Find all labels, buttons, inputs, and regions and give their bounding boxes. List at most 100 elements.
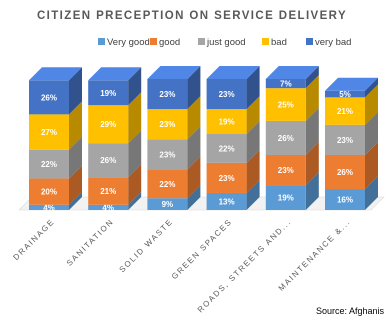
bar-roads-streets-and-good: [265, 154, 306, 186]
data-label-maintenance-good: 26%: [337, 168, 353, 177]
bar-side-roads-streets-and-very-bad: [305, 66, 319, 89]
legend-label-just-good: just good: [206, 37, 246, 48]
bar-stack-roads-streets-and: 19% 23% 26% 25% 7%: [265, 66, 319, 210]
data-label-sanitation-bad: 29%: [100, 120, 116, 129]
legend-swatch-very-bad: [306, 38, 313, 45]
bar-sanitation-very-bad: [88, 80, 129, 106]
bar-side-maintenance-bad: [365, 84, 378, 125]
bar-side-solid-waste-good: [187, 156, 201, 199]
bar-side-roads-streets-and-just-good: [305, 107, 319, 155]
bar-side-sanitation-very-bad: [128, 67, 142, 106]
bar-drainage-just-good: [29, 149, 69, 179]
category-label-roads-streets-and: ROADS, STREETS AND...: [196, 217, 293, 314]
bar-sanitation-good: [88, 177, 129, 205]
bar-sanitation-bad: [88, 105, 129, 144]
bar-maintenance-very-bad: [325, 90, 365, 98]
bar-sanitation-just-good: [88, 143, 129, 178]
category-label-green-spaces: GREEN SPACES: [170, 217, 234, 281]
bar-top-sanitation: [88, 67, 142, 81]
bar-top-green-spaces: [206, 66, 260, 79]
bar-sanitation-very-good: [88, 204, 129, 210]
bar-side-solid-waste-very-bad: [187, 66, 201, 110]
bar-side-drainage-very-bad: [69, 67, 82, 115]
data-label-sanitation-good: 21%: [100, 187, 116, 196]
data-label-solid-waste-very-good: 9%: [162, 200, 174, 209]
data-label-sanitation-very-bad: 19%: [100, 89, 116, 98]
bar-side-green-spaces-very-bad: [246, 66, 260, 110]
data-label-green-spaces-good: 23%: [219, 174, 235, 183]
data-label-maintenance-just-good: 23%: [337, 136, 353, 145]
legend-swatch-just-good: [198, 38, 205, 45]
data-label-roads-streets-and-very-good: 19%: [278, 194, 294, 203]
bar-side-roads-streets-and-good: [305, 141, 319, 186]
bar-green-spaces-very-good: [206, 192, 247, 210]
data-label-drainage-good: 20%: [41, 188, 57, 197]
bar-side-roads-streets-and-bad: [305, 75, 319, 121]
bar-top-solid-waste: [147, 66, 201, 79]
bar-stack-green-spaces: 13% 23% 22% 19% 23%: [206, 66, 260, 210]
bar-green-spaces-very-bad: [206, 79, 247, 110]
bar-side-maintenance-just-good: [365, 111, 378, 155]
data-label-solid-waste-bad: 23%: [159, 120, 175, 129]
bar-drainage-good: [29, 178, 69, 205]
data-label-drainage-bad: 27%: [41, 128, 57, 137]
bar-green-spaces-just-good: [206, 134, 247, 163]
bar-drainage-bad: [29, 114, 69, 150]
bars: 4% 20% 22% 27% 26% 4% 21% 26% 29% 19% 9% 22% 23% 23% 2…: [29, 66, 378, 212]
bar-roads-streets-and-very-bad: [265, 79, 306, 89]
bar-side-roads-streets-and-very-good: [305, 172, 319, 210]
bar-stack-drainage: 4% 20% 22% 27% 26%: [29, 67, 82, 212]
bar-side-maintenance-very-bad: [365, 77, 378, 98]
bar-side-green-spaces-bad: [246, 96, 260, 135]
bar-solid-waste-very-good: [147, 198, 188, 210]
bar-side-maintenance-very-good: [365, 176, 378, 210]
bar-side-drainage-good: [69, 165, 82, 205]
legend-label-bad: bad: [271, 37, 287, 48]
bar-side-drainage-bad: [69, 101, 82, 150]
bar-side-solid-waste-bad: [187, 96, 201, 140]
legend-swatch-good: [150, 38, 157, 45]
bar-side-drainage-very-good: [69, 191, 82, 210]
data-label-drainage-just-good: 22%: [41, 160, 57, 169]
chart-title: CITIZEN PRECEPTION ON SERVICE DELIVERY: [37, 10, 347, 22]
data-label-roads-streets-and-good: 23%: [278, 166, 294, 175]
data-label-maintenance-very-good: 16%: [337, 196, 353, 205]
data-label-sanitation-very-good: 4%: [102, 203, 114, 212]
bar-maintenance-just-good: [325, 124, 365, 155]
data-label-maintenance-bad: 21%: [337, 107, 353, 116]
bar-solid-waste-just-good: [147, 139, 188, 170]
legend-swatch-bad: [262, 38, 269, 45]
bar-side-green-spaces-very-good: [246, 179, 260, 210]
bar-green-spaces-good: [206, 162, 247, 193]
data-label-drainage-very-bad: 26%: [41, 93, 57, 102]
bar-side-sanitation-good: [128, 164, 142, 205]
data-label-sanitation-just-good: 26%: [100, 156, 116, 165]
bar-side-sanitation-very-good: [128, 191, 142, 210]
bar-side-maintenance-good: [365, 141, 378, 190]
bar-side-solid-waste-just-good: [187, 126, 201, 170]
bar-drainage-very-bad: [29, 80, 69, 115]
bar-solid-waste-good: [147, 169, 188, 199]
bar-solid-waste-bad: [147, 109, 188, 140]
data-label-solid-waste-just-good: 23%: [159, 150, 175, 159]
bar-solid-waste-very-bad: [147, 79, 188, 110]
bar-side-solid-waste-very-good: [187, 185, 201, 210]
bar-stack-sanitation: 4% 21% 26% 29% 19%: [88, 67, 142, 212]
data-label-roads-streets-and-just-good: 26%: [278, 134, 294, 143]
data-label-drainage-very-good: 4%: [43, 203, 55, 212]
source-note: Source: Afghanis: [316, 306, 385, 316]
bar-top-roads-streets-and: [265, 66, 319, 79]
bar-side-sanitation-bad: [128, 92, 142, 144]
bar-side-green-spaces-just-good: [246, 121, 260, 163]
category-label-drainage: DRAINAGE: [11, 217, 56, 262]
data-label-roads-streets-and-bad: 25%: [278, 101, 294, 110]
legend: Very good good just good bad very bad: [98, 37, 351, 48]
legend-label-very-bad: very bad: [315, 37, 351, 48]
bar-roads-streets-and-bad: [265, 88, 306, 121]
data-label-roads-streets-and-very-bad: 7%: [280, 80, 292, 89]
legend-swatch-very-good: [98, 38, 105, 45]
legend-label-very-good: Very good: [107, 37, 150, 48]
data-label-green-spaces-very-good: 13%: [219, 197, 235, 206]
